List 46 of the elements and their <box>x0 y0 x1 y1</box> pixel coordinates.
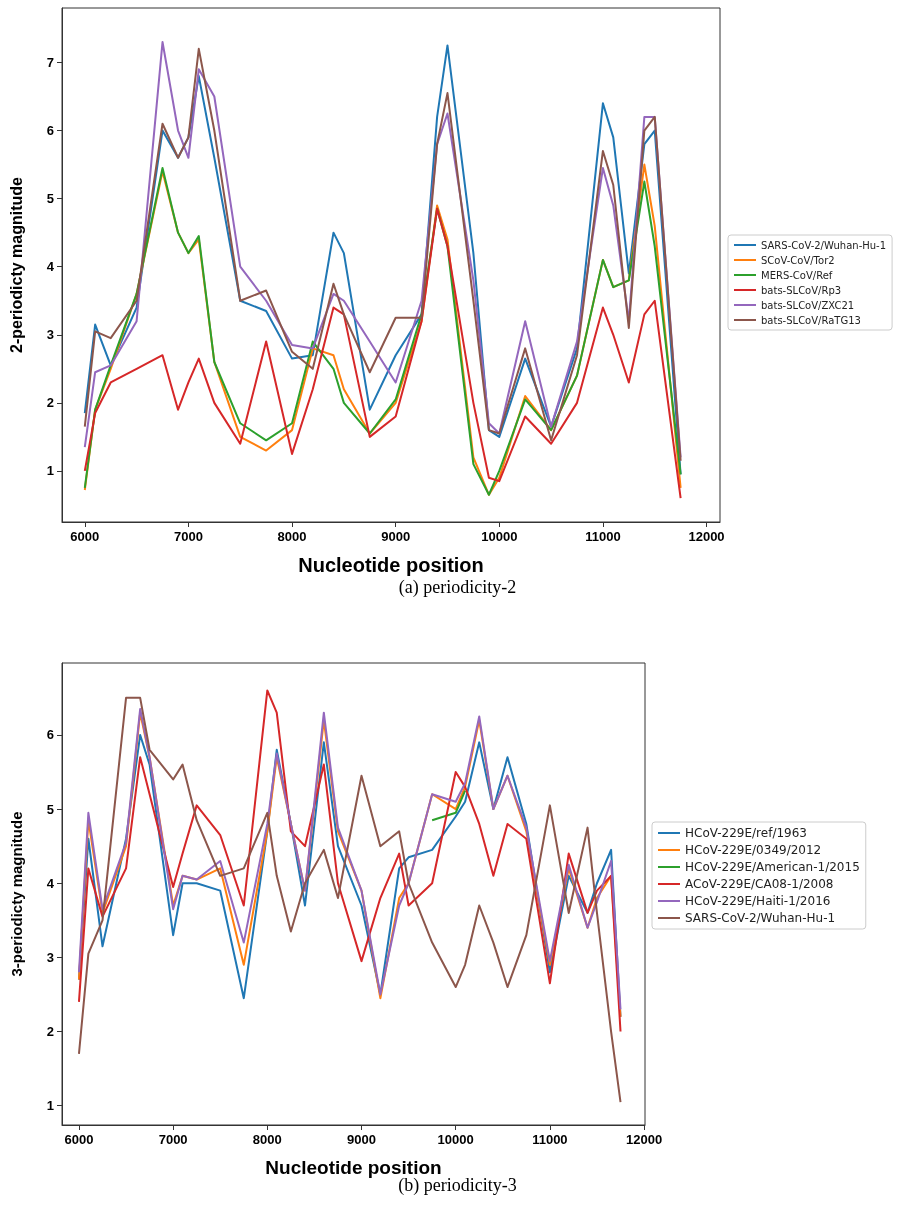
y-axis-title: 2-periodicty magnitude <box>7 176 25 354</box>
legend-label: SARS-CoV-2/Wuhan-Hu-1 <box>685 911 836 925</box>
x-tick-label: 11000 <box>585 529 621 544</box>
y-tick-label: 5 <box>46 191 54 207</box>
legend-label: HCoV-229E/American-1/2015 <box>685 860 860 874</box>
y-tick-label: 6 <box>46 727 54 743</box>
x-tick-label: 10000 <box>437 1132 474 1147</box>
x-tick-label: 8000 <box>277 529 307 544</box>
x-tick-label: 7000 <box>173 529 203 544</box>
x-tick-label: 10000 <box>481 529 518 544</box>
y-tick-label: 7 <box>46 54 54 70</box>
y-tick-label: 6 <box>46 123 54 139</box>
y-tick-label: 3 <box>46 327 54 343</box>
x-tick-label: 9000 <box>347 1132 376 1147</box>
legend-label: bats-SLCoV/Rp3 <box>761 284 842 296</box>
legend-label: MERS-CoV/Ref <box>761 269 833 281</box>
legend-label: bats-SLCoV/RaTG13 <box>761 314 861 326</box>
x-tick-label: 9000 <box>381 529 411 544</box>
legend-label: SCoV-CoV/Tor2 <box>761 254 835 266</box>
y-tick-label: 1 <box>46 463 54 479</box>
legend-label: HCoV-229E/ref/1963 <box>685 826 807 840</box>
x-tick-label: 12000 <box>688 529 725 544</box>
y-axis-title: 3-periodicty magnitude <box>8 811 25 977</box>
y-tick-label: 4 <box>46 259 55 275</box>
y-tick-label: 4 <box>46 875 55 891</box>
x-tick-label: 11000 <box>532 1132 568 1147</box>
text: (b) periodicity-3 <box>398 1175 517 1196</box>
y-tick-label: 5 <box>46 801 54 817</box>
y-tick-label: 2 <box>46 395 54 411</box>
legend-label: SARS-CoV-2/Wuhan-Hu-1 <box>761 239 887 251</box>
x-tick-label: 6000 <box>70 529 100 544</box>
y-tick-label: 2 <box>46 1024 54 1040</box>
legend-label: HCoV-229E/0349/2012 <box>685 843 822 857</box>
x-tick-label: 6000 <box>64 1132 94 1147</box>
y-tick-label: 3 <box>46 949 54 965</box>
x-tick-label: 7000 <box>158 1132 188 1147</box>
legend-label: bats-SLCoV/ZXC21 <box>761 299 855 311</box>
text: (a) periodicity-2 <box>398 577 517 598</box>
legend-label: HCoV-229E/Haiti-1/2016 <box>685 894 831 908</box>
x-tick-label: 12000 <box>625 1132 663 1147</box>
x-tick-label: 8000 <box>252 1132 282 1147</box>
x-axis-title: Nucleotide position <box>298 554 484 576</box>
x-axis-title: Nucleotide position <box>265 1157 442 1178</box>
legend-label: ACoV-229E/CA08-1/2008 <box>685 877 834 891</box>
y-tick-label: 1 <box>46 1098 54 1114</box>
line-series <box>77 696 622 1104</box>
